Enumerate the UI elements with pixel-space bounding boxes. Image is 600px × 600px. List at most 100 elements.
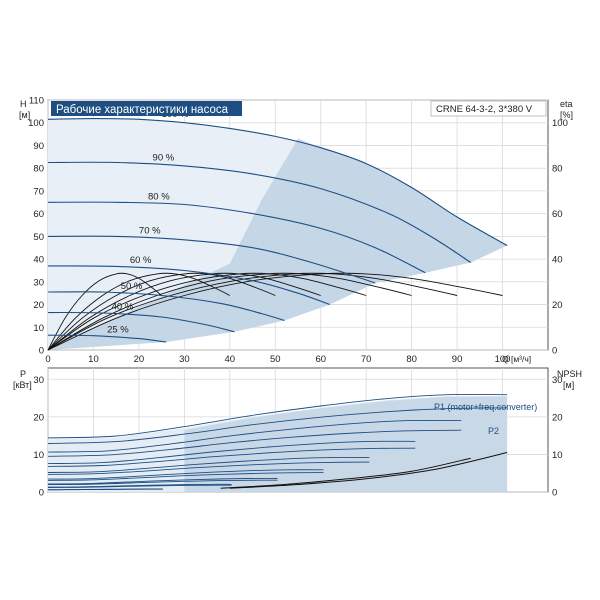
x-tick-label: 20 xyxy=(134,354,145,365)
x-tick-label: 60 xyxy=(315,354,326,365)
head-efficiency-panel: 100 %90 %80 %70 %60 %50 %40 %25 % 010203… xyxy=(19,96,573,366)
npsh-tick-label: 20 xyxy=(552,412,563,423)
speed-label: 25 % xyxy=(107,325,129,336)
power-curve xyxy=(47,419,462,453)
x-tick-label: 90 xyxy=(452,354,463,365)
npsh-curves xyxy=(220,452,508,489)
eta-curve xyxy=(47,272,231,351)
eta-tick-label: 100 xyxy=(552,118,568,129)
head-curve xyxy=(47,334,167,343)
y-tick-label: 110 xyxy=(29,96,44,107)
y-tick-label: 80 xyxy=(33,164,44,175)
power-curve xyxy=(47,457,370,473)
chart-title: Рабочие характеристики насоса xyxy=(56,104,229,116)
h-axis-label: H xyxy=(20,99,27,109)
y-tick-label: 90 xyxy=(33,141,44,152)
head-curve xyxy=(47,311,235,333)
bottom-y-ticks: 0 10 20 30 xyxy=(33,375,44,499)
y-tick-label: 20 xyxy=(33,300,44,311)
p2-label: P2 xyxy=(488,426,499,436)
x-ticks: 0 10 20 30 40 50 60 70 80 90 100 xyxy=(45,354,510,365)
p-tick-label: 20 xyxy=(33,412,44,423)
head-curve xyxy=(47,201,426,274)
y-tick-label: 60 xyxy=(33,209,44,220)
title-bar xyxy=(51,101,242,116)
top-y-ticks: 0 10 20 30 40 50 60 70 80 90 100 110 xyxy=(28,96,44,357)
head-curves xyxy=(47,118,508,343)
power-curve xyxy=(47,461,370,475)
power-curve xyxy=(47,479,278,486)
x-tick-label: 100 xyxy=(495,354,511,365)
head-curve xyxy=(47,118,508,246)
eta-axis-unit: [%] xyxy=(560,110,573,120)
x-tick-label: 10 xyxy=(88,354,99,365)
eta-axis-label: eta xyxy=(560,99,573,109)
eta-curve xyxy=(47,272,162,351)
top-right-ticks: 0 20 40 60 80 100 xyxy=(552,118,568,356)
x-tick-label: 50 xyxy=(270,354,281,365)
speed-label: 50 % xyxy=(121,281,143,292)
x-tick-label: 80 xyxy=(406,354,417,365)
bottom-right-ticks: 0 10 20 30 xyxy=(552,375,563,499)
power-curve xyxy=(47,469,324,480)
npsh-tick-label: 30 xyxy=(552,375,563,386)
power-curve xyxy=(47,407,508,444)
power-curves xyxy=(47,393,508,491)
npsh-curve xyxy=(229,452,508,489)
y-tick-label: 10 xyxy=(33,323,44,334)
x-tick-label: 30 xyxy=(179,354,190,365)
speed-label: 70 % xyxy=(139,226,161,237)
p-tick-label: 0 xyxy=(39,488,44,499)
eta-tick-label: 40 xyxy=(552,255,563,266)
power-curve xyxy=(47,472,324,481)
power-curve xyxy=(47,447,416,467)
efficiency-curves xyxy=(47,272,503,351)
x-tick-label: 70 xyxy=(361,354,372,365)
power-curve xyxy=(47,429,462,457)
speed-label: 40 % xyxy=(112,302,134,313)
eta-tick-label: 80 xyxy=(552,164,563,175)
h-axis-unit: [м] xyxy=(19,110,30,120)
speed-label: 80 % xyxy=(148,191,170,202)
y-tick-label: 100 xyxy=(28,118,44,129)
model-label: CRNE 64-3-2, 3*380 V xyxy=(436,104,533,115)
p-tick-label: 10 xyxy=(33,450,44,461)
operating-area xyxy=(48,118,508,350)
npsh-tick-label: 0 xyxy=(552,488,557,499)
eta-curve xyxy=(47,272,458,351)
y-tick-label: 0 xyxy=(39,346,44,357)
power-curve xyxy=(47,440,416,465)
x-tick-label: 40 xyxy=(225,354,236,365)
power-npsh-panel: 0 10 20 30 0 10 20 30 P [кВт] NPSH [м] P1 (mot… xyxy=(13,367,582,499)
p1-label: P1 (motor+freq.converter) xyxy=(434,402,537,412)
npsh-axis-label: NPSH xyxy=(557,369,582,379)
eta-tick-label: 0 xyxy=(552,346,557,357)
head-curve xyxy=(47,265,330,306)
y-tick-label: 40 xyxy=(33,255,44,266)
power-curve xyxy=(47,484,232,488)
p-axis-label: P xyxy=(20,369,26,379)
y-tick-label: 50 xyxy=(33,232,44,243)
y-tick-label: 70 xyxy=(33,186,44,197)
npsh-curve xyxy=(220,457,471,489)
y-tick-label: 30 xyxy=(33,277,44,288)
speed-label: 90 % xyxy=(153,152,175,163)
speed-label: 60 % xyxy=(130,255,152,266)
head-curve xyxy=(47,161,472,263)
eta-tick-label: 20 xyxy=(552,300,563,311)
power-curve xyxy=(47,488,163,491)
npsh-axis-unit: [м] xyxy=(563,380,574,390)
p-tick-label: 30 xyxy=(33,375,44,386)
p-axis-unit: [кВт] xyxy=(13,380,32,390)
eta-curve xyxy=(47,272,503,351)
head-curve xyxy=(47,291,285,322)
model-box xyxy=(430,100,547,117)
eta-curve xyxy=(47,272,276,351)
power-curve xyxy=(47,478,278,485)
x-axis-label: Q [м³/ч] xyxy=(502,354,531,364)
recommended-area xyxy=(48,138,508,350)
power-curve xyxy=(47,393,508,439)
head-curve xyxy=(47,235,376,284)
eta-tick-label: 60 xyxy=(552,209,563,220)
